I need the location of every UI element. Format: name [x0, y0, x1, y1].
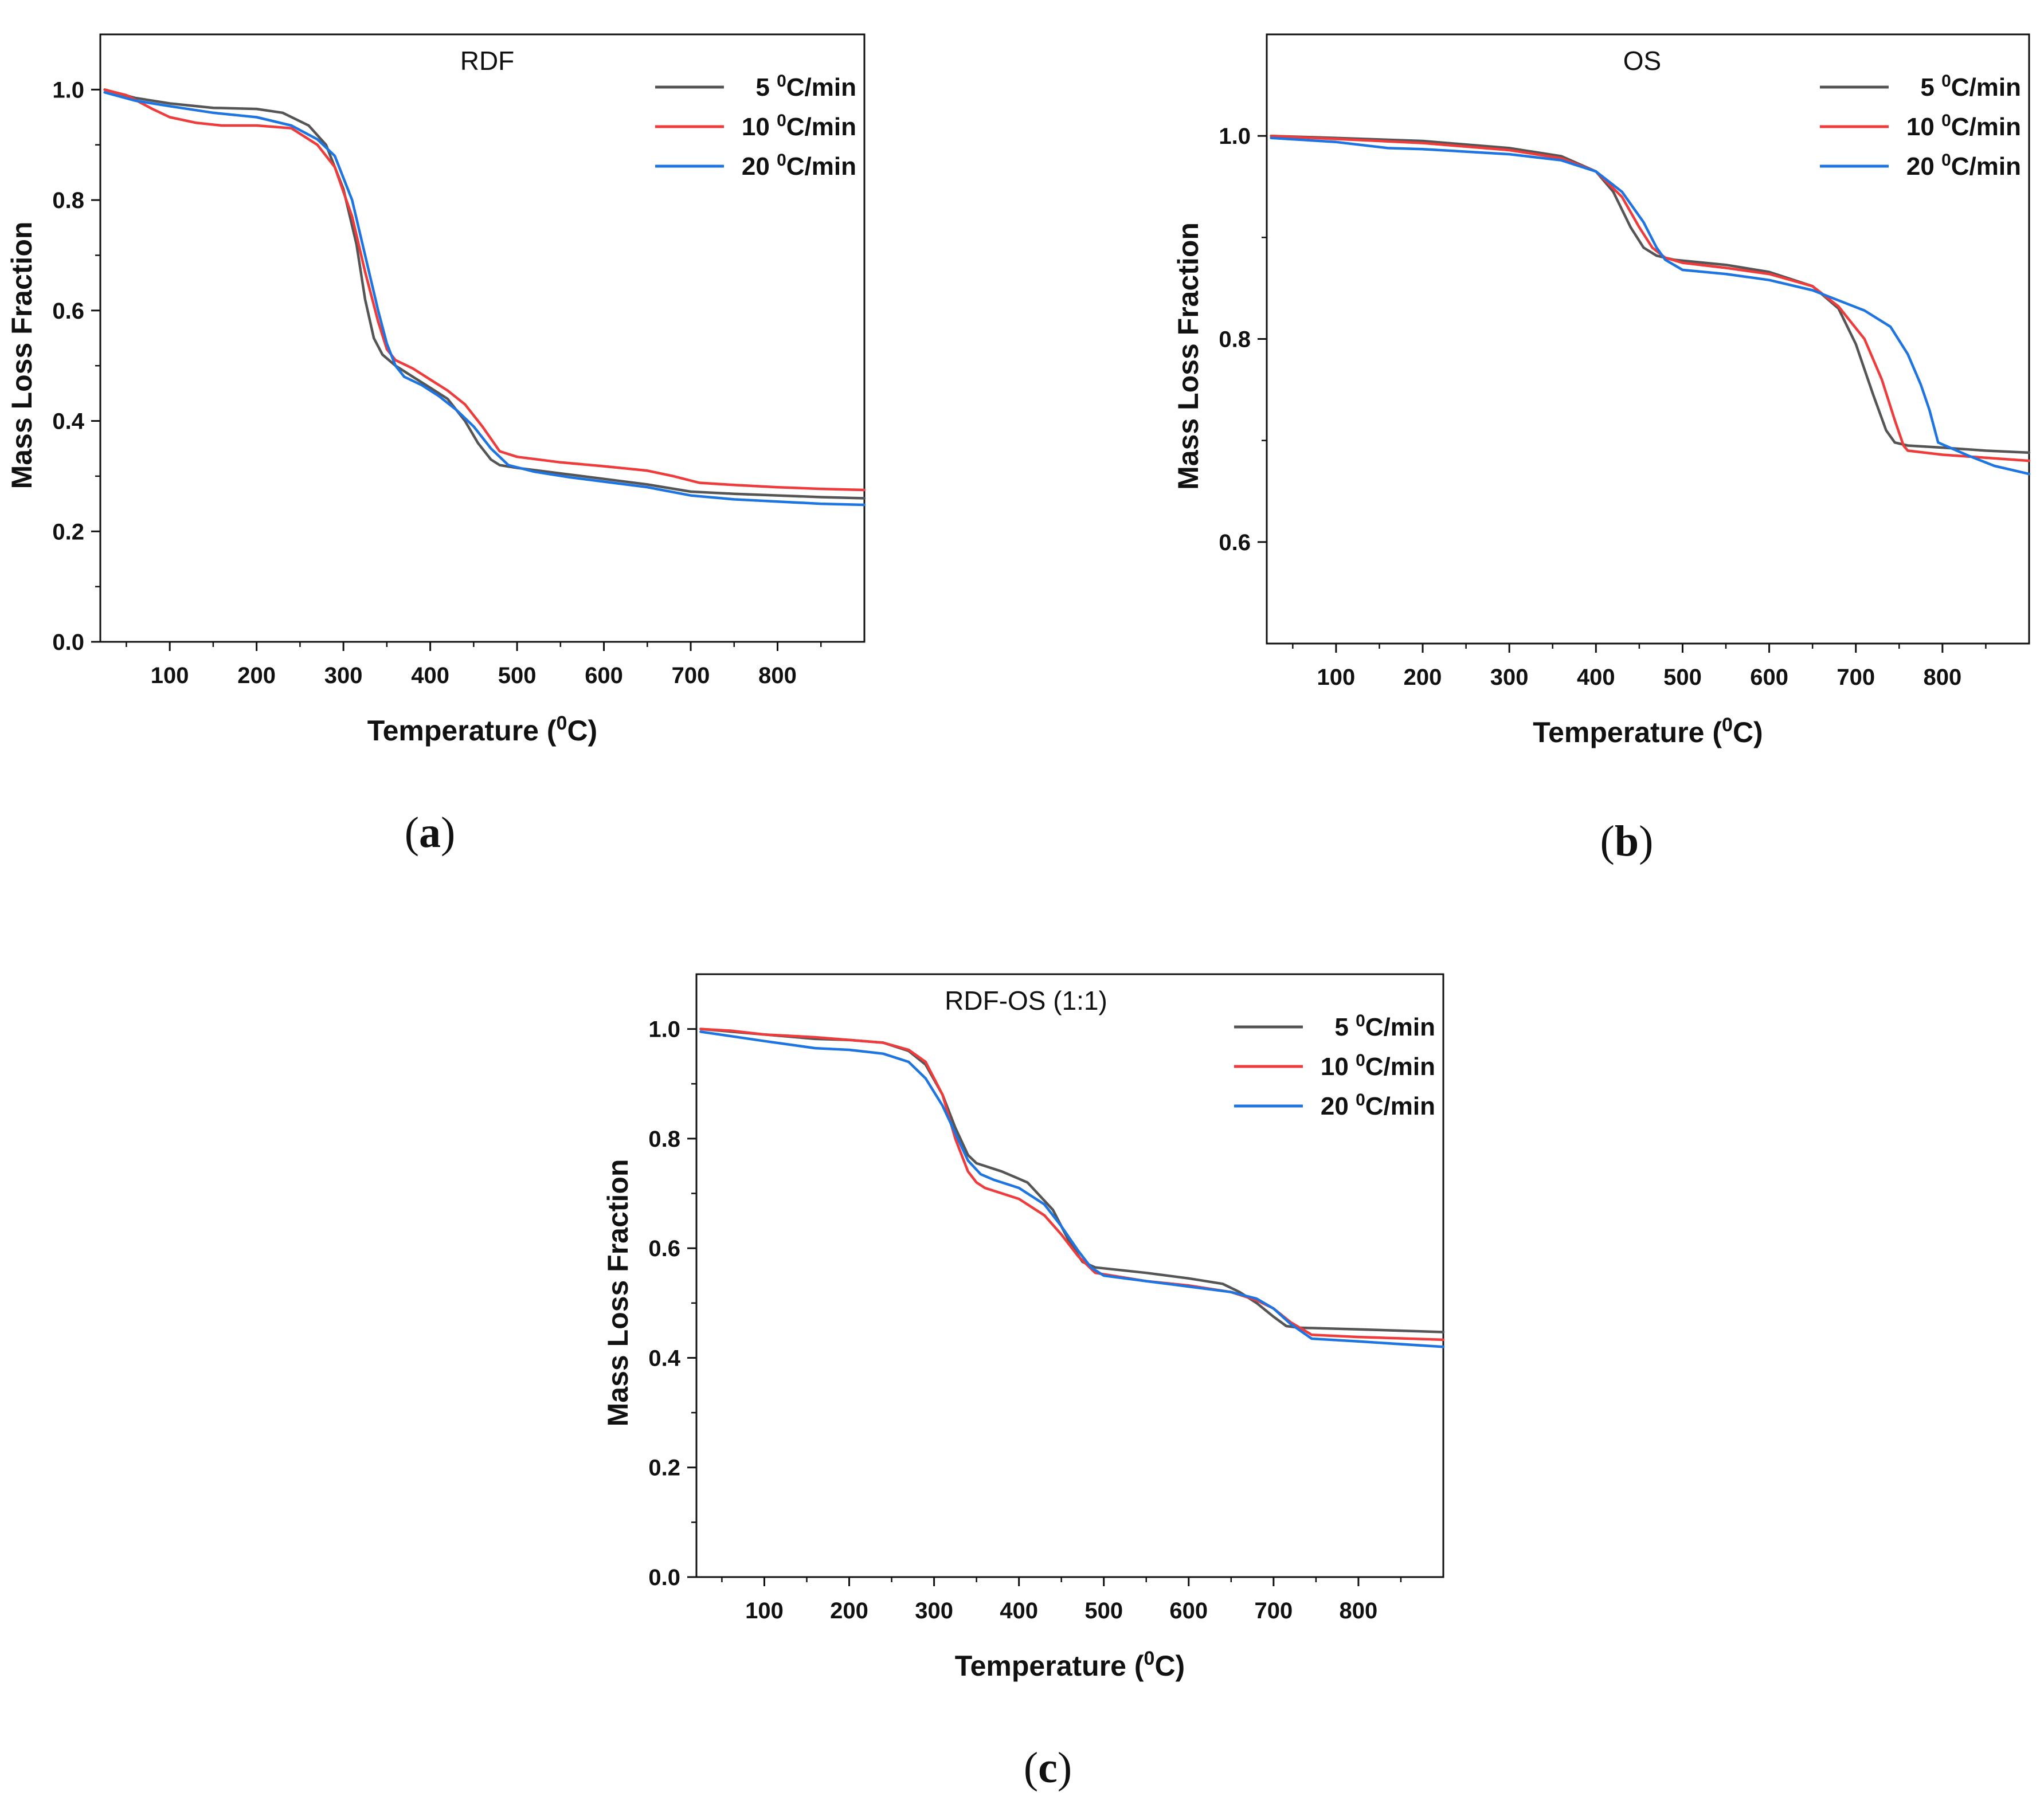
y-axis-label: Mass Loss Fraction: [6, 222, 38, 489]
series-line-10c-min: [1270, 134, 2031, 462]
x-tick-label: 700: [672, 663, 710, 688]
legend-label: 10 0C/min: [742, 111, 856, 141]
x-axis-label: Temperature (0C): [955, 1648, 1185, 1682]
x-axis-label: Temperature (0C): [1533, 714, 1763, 748]
x-tick-label: 500: [1663, 665, 1702, 690]
x-tick-label: 200: [830, 1598, 868, 1623]
chart-panel-0: 100 200 300 400 500 600 700 800 0.0 0.2 0.4 0.6 0.8 1…: [6, 33, 866, 747]
chart-title: RDF: [460, 46, 515, 76]
plot-frame: [695, 973, 1444, 1578]
x-tick-label: 800: [1340, 1598, 1378, 1623]
caption-a: (a): [404, 809, 456, 857]
x-tick-label: 500: [1084, 1598, 1123, 1623]
legend-label: 5 0C/min: [755, 72, 856, 101]
x-tick-label: 400: [1000, 1598, 1038, 1623]
caption-c: (c): [1024, 1744, 1072, 1792]
y-tick-label: 0.6: [1219, 530, 1251, 555]
series-line-5c-min: [103, 88, 866, 500]
x-axis-label: Temperature (0C): [367, 712, 597, 747]
caption-b: (b): [1600, 817, 1654, 865]
y-tick-label: 0.0: [648, 1565, 680, 1590]
y-tick-label: 1.0: [648, 1017, 680, 1042]
legend-label: 20 0C/min: [742, 151, 856, 181]
legend-label: 5 0C/min: [1334, 1011, 1435, 1041]
series-line-20c-min: [103, 91, 866, 507]
caption-a-letter: a: [419, 809, 441, 857]
y-tick-label: 0.6: [52, 299, 84, 324]
y-tick-label: 0.4: [52, 409, 84, 434]
y-tick-label: 0.6: [648, 1236, 680, 1261]
x-tick-label: 200: [237, 663, 276, 688]
x-tick-label: 100: [151, 663, 189, 688]
y-axis-label: Mass Loss Fraction: [1172, 222, 1204, 490]
series-line-20c-min: [1270, 136, 2031, 476]
x-tick-label: 100: [745, 1598, 784, 1623]
x-tick-label: 800: [758, 663, 797, 688]
x-tick-label: 600: [1169, 1598, 1208, 1623]
y-tick-label: 0.8: [52, 188, 84, 213]
y-tick-label: 0.2: [648, 1456, 680, 1481]
x-tick-label: 300: [915, 1598, 953, 1623]
legend-label: 10 0C/min: [1321, 1051, 1435, 1081]
x-tick-label: 100: [1317, 665, 1356, 690]
chart-panel-1: 100 200 300 400 500 600 700 800 0.6 0.8 1.0 Tempera…: [1172, 33, 2031, 748]
y-tick-label: 0.8: [648, 1127, 680, 1152]
x-tick-label: 200: [1404, 665, 1442, 690]
y-tick-label: 1.0: [1219, 124, 1251, 149]
legend-label: 20 0C/min: [1906, 151, 2021, 181]
x-tick-label: 300: [1490, 665, 1529, 690]
y-tick-label: 1.0: [52, 77, 84, 103]
legend-label: 5 0C/min: [1920, 72, 2021, 101]
series-line-10c-min: [103, 88, 866, 492]
legend-label: 10 0C/min: [1906, 111, 2021, 141]
y-tick-label: 0.8: [1219, 327, 1251, 352]
y-tick-label: 0.2: [52, 519, 84, 544]
x-tick-label: 500: [498, 663, 537, 688]
plot-frame: [99, 33, 866, 643]
series-line-5c-min: [1270, 134, 2031, 454]
series-line-20c-min: [699, 1030, 1445, 1348]
x-tick-label: 300: [324, 663, 363, 688]
chart-panel-2: 100 200 300 400 500 600 700 800 0.0 0.2 0.4 0.6 0.8 1…: [602, 973, 1445, 1682]
x-tick-label: 400: [1577, 665, 1615, 690]
x-tick-label: 600: [1750, 665, 1788, 690]
x-tick-label: 700: [1837, 665, 1875, 690]
legend-label: 20 0C/min: [1321, 1091, 1435, 1120]
x-tick-label: 400: [411, 663, 449, 688]
chart-title: RDF-OS (1:1): [945, 986, 1107, 1015]
chart-title: OS: [1623, 46, 1661, 76]
x-tick-label: 700: [1254, 1598, 1293, 1623]
x-tick-label: 800: [1923, 665, 1961, 690]
y-axis-label: Mass Loss Fraction: [602, 1159, 634, 1427]
x-tick-label: 600: [585, 663, 623, 688]
y-tick-label: 0.0: [52, 630, 84, 655]
y-tick-label: 0.4: [648, 1346, 680, 1371]
